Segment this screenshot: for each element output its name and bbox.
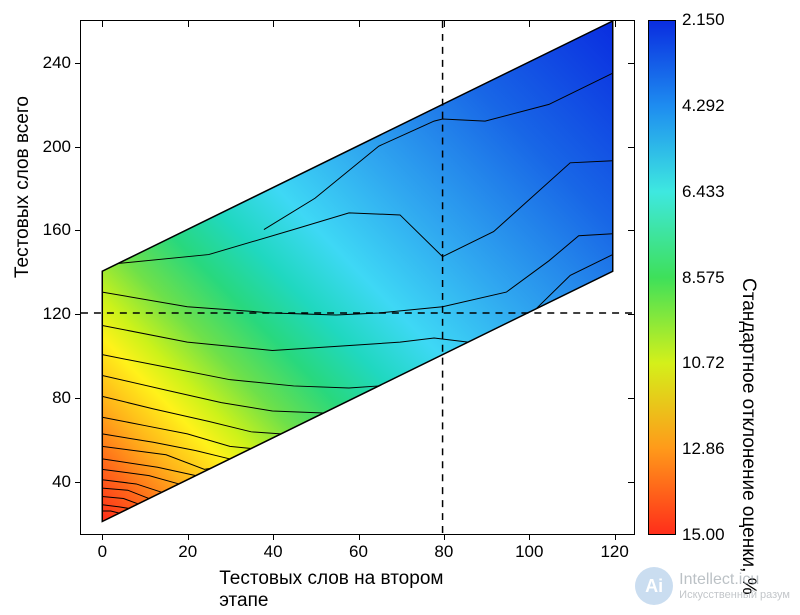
y-tick-label: 40	[52, 472, 71, 492]
colorbar-tick-label: 15.00	[682, 525, 725, 545]
y-tick-label: 240	[43, 53, 71, 73]
y-tick-label: 160	[43, 220, 71, 240]
plot-area: 020406080100120 4080120160200240 Тестовы…	[80, 20, 635, 535]
y-tick-label: 120	[43, 304, 71, 324]
x-tick-label: 80	[434, 542, 453, 562]
chart-root: 0 20 40 60 80 100 120 40 80 120 160 200 240 Тестовы…	[0, 0, 800, 615]
colorbar: 2.1504.2926.4338.57510.7212.8615.00 Стан…	[648, 20, 676, 535]
x-tick-label: 120	[600, 542, 628, 562]
y-tick-label: 80	[52, 388, 71, 408]
watermark-icon: Ai	[635, 567, 673, 605]
watermark-sub: Искусственный разум	[679, 589, 790, 601]
colorbar-gradient	[648, 20, 676, 535]
colorbar-tick-label: 8.575	[682, 268, 725, 288]
y-axis-label: Тестовых слов всего	[12, 96, 34, 278]
x-tick-label: 20	[178, 542, 197, 562]
colorbar-label: Стандартное отклонение оценки, %	[737, 278, 759, 595]
plot-svg	[81, 21, 634, 534]
x-tick-label: 60	[349, 542, 368, 562]
colorbar-tick-label: 10.72	[682, 353, 725, 373]
colorbar-tick-label: 6.433	[682, 182, 725, 202]
x-tick-label: 100	[515, 542, 543, 562]
x-tick-label: 40	[264, 542, 283, 562]
colorbar-tick-label: 2.150	[682, 10, 725, 30]
x-axis-label: Тестовых слов на втором этапе	[219, 568, 496, 612]
watermark: Ai Intellect.icu Искусственный разум	[635, 567, 790, 605]
x-tick-label: 0	[98, 542, 107, 562]
colorbar-tick-label: 12.86	[682, 439, 725, 459]
watermark-text: Intellect.icu Искусственный разум	[679, 571, 790, 601]
watermark-main: Intellect.icu	[679, 571, 790, 589]
colorbar-tick-label: 4.292	[682, 96, 725, 116]
y-tick-label: 200	[43, 137, 71, 157]
